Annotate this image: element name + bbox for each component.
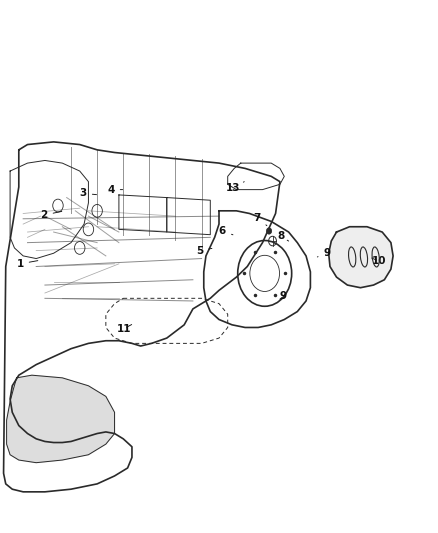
Polygon shape [328, 227, 393, 288]
Text: 2: 2 [40, 210, 62, 220]
Text: 13: 13 [226, 182, 244, 193]
Text: 9: 9 [318, 248, 331, 258]
Text: 5: 5 [196, 246, 212, 256]
Polygon shape [7, 375, 115, 463]
Text: 6: 6 [219, 226, 233, 236]
Circle shape [266, 228, 272, 234]
Text: 4: 4 [107, 184, 123, 195]
Text: 9: 9 [280, 291, 287, 301]
Text: 7: 7 [254, 213, 267, 225]
Text: 10: 10 [372, 256, 386, 266]
Text: 3: 3 [80, 188, 96, 198]
Text: 8: 8 [277, 231, 289, 241]
Text: 1: 1 [17, 259, 38, 269]
Text: 11: 11 [117, 324, 132, 334]
